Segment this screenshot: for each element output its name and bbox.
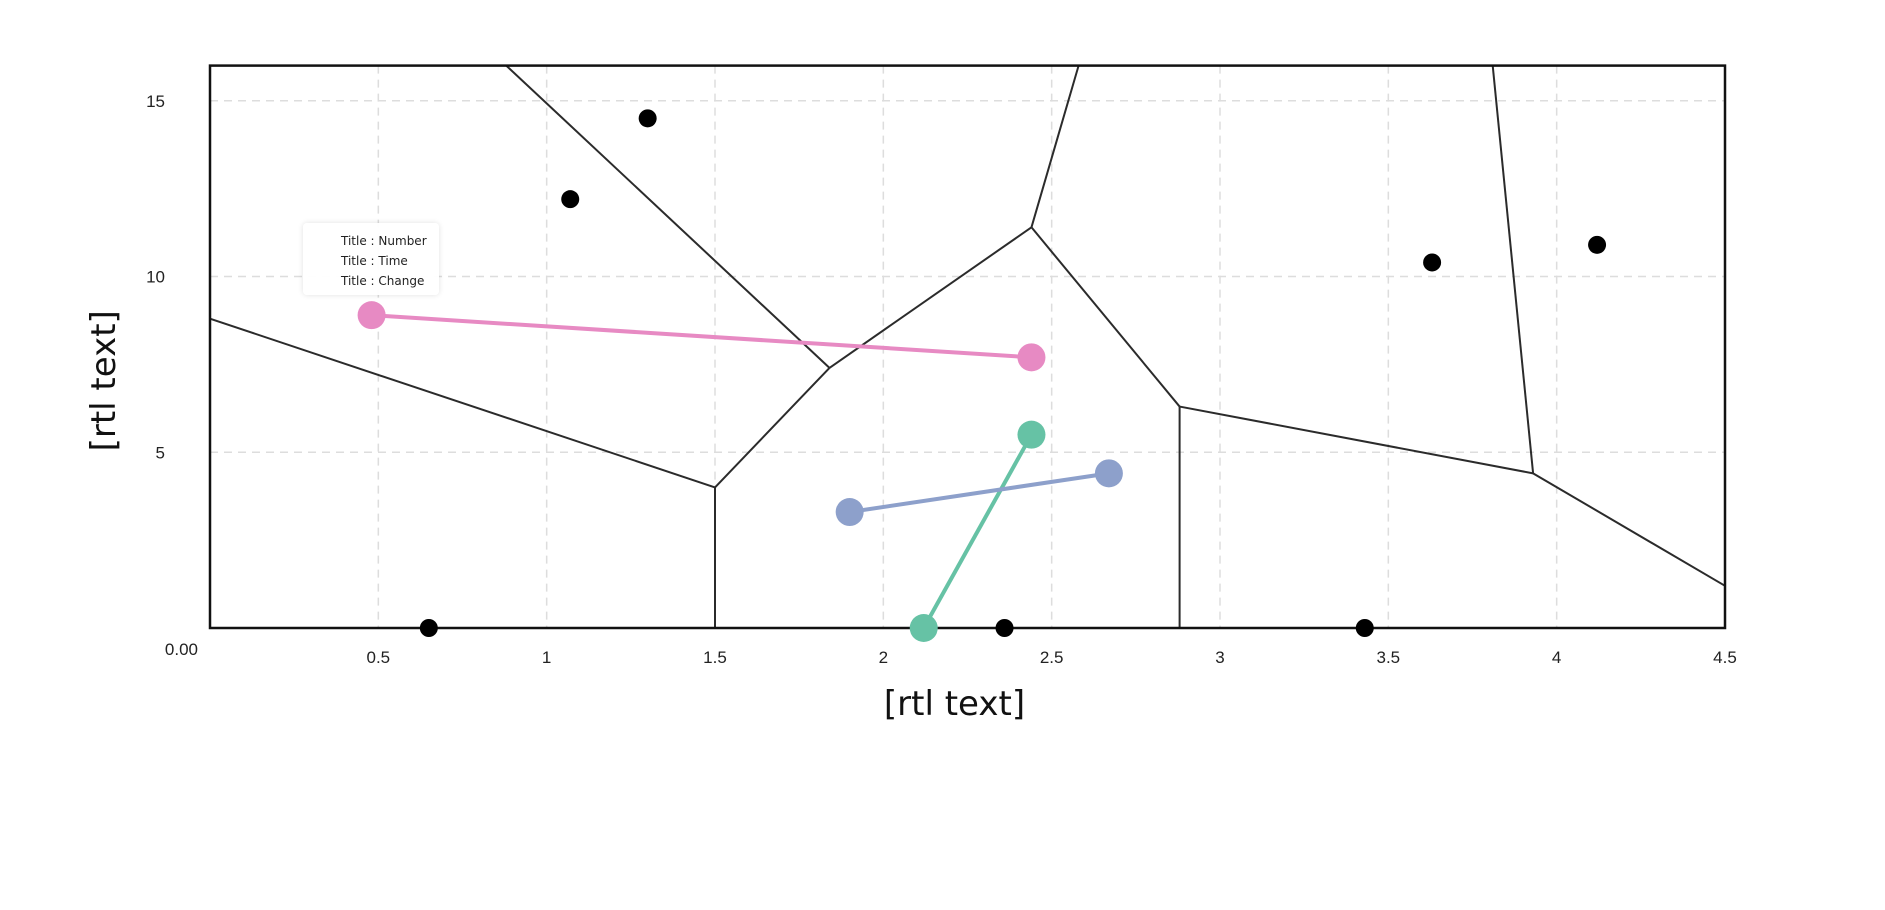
y-tick-label: 15 — [146, 92, 165, 111]
x-tick-label: 0.5 — [367, 648, 391, 667]
tooltip: Title : Number Title : Time Title : Chan… — [303, 223, 439, 295]
tooltip-separator: : — [370, 254, 375, 268]
x-tick-label: 4.5 — [1713, 648, 1737, 667]
site-point — [995, 619, 1014, 637]
voronoi-edge — [1030, 65, 1080, 228]
series-layer — [357, 301, 1123, 642]
site-point — [419, 619, 438, 637]
site-point — [1423, 253, 1442, 272]
grid-lines — [210, 65, 1725, 628]
series-line — [921, 433, 1034, 629]
tooltip-key: Title — [341, 254, 367, 268]
series-line — [849, 471, 1110, 514]
tooltip-value: Change — [378, 274, 425, 288]
tooltip-row: Title : Change — [341, 271, 439, 291]
x-tick-label: 2 — [879, 648, 888, 667]
voronoi-edge — [828, 226, 1033, 369]
tooltip-key: Title — [341, 234, 367, 248]
plot-frame — [208, 64, 1727, 630]
x-axis-ticks: 0.5 1 1.5 2 2.5 3 3.5 4 4.5 — [367, 648, 1737, 667]
y-tick-label: 10 — [146, 268, 165, 287]
series-point — [357, 301, 386, 330]
site-point — [1355, 619, 1374, 637]
series-point — [1094, 459, 1123, 488]
voronoi-edge — [714, 367, 831, 489]
voronoi-edge — [505, 64, 831, 369]
x-tick-label: 3.5 — [1377, 648, 1401, 667]
origin-label: 0.00 — [165, 640, 198, 659]
series-line — [371, 313, 1032, 360]
site-point — [638, 109, 657, 128]
x-tick-label: 4 — [1552, 648, 1561, 667]
series-point — [1017, 343, 1046, 372]
x-tick-label: 1 — [542, 648, 551, 667]
site-point — [1588, 235, 1607, 254]
tooltip-value: Number — [378, 234, 427, 248]
voronoi-edge — [1030, 226, 1181, 408]
tooltip-row: Title : Number — [341, 231, 439, 251]
x-tick-label: 1.5 — [703, 648, 727, 667]
sites-layer — [419, 109, 1607, 637]
series-point — [835, 498, 864, 527]
voronoi-edge — [209, 317, 716, 489]
voronoi-edge — [1491, 65, 1535, 474]
series-point — [1017, 420, 1046, 449]
voronoi-edges — [209, 64, 1726, 628]
tooltip-value: Time — [378, 254, 408, 268]
tooltip-key: Title — [341, 274, 367, 288]
series-point — [909, 614, 938, 642]
y-tick-label: 5 — [156, 443, 165, 462]
site-point — [561, 190, 580, 209]
tooltip-separator: : — [370, 274, 375, 288]
y-axis-title: [rtl text] — [84, 310, 124, 451]
voronoi-edge — [1532, 472, 1726, 587]
tooltip-separator: : — [370, 234, 375, 248]
x-tick-label: 2.5 — [1040, 648, 1064, 667]
voronoi-edge — [1179, 405, 1534, 475]
x-tick-label: 3 — [1215, 648, 1224, 667]
y-axis-ticks: 5 10 15 — [146, 92, 165, 463]
x-axis-title: [rtl text] — [884, 684, 1025, 724]
tooltip-row: Title : Time — [341, 251, 439, 271]
